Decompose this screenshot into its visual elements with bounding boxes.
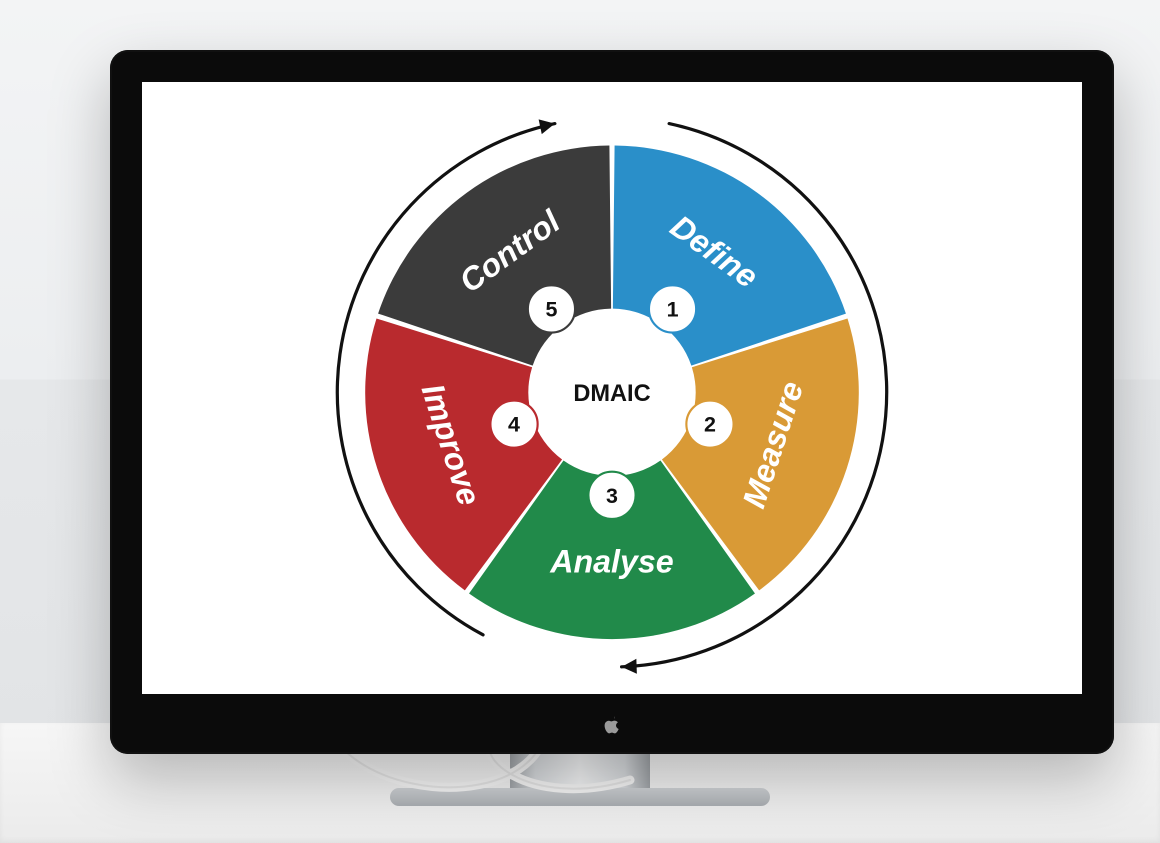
number-label-5: 5 bbox=[545, 297, 557, 321]
apple-logo-icon bbox=[601, 714, 623, 736]
segment-label-analyse: Analyse bbox=[549, 543, 673, 579]
number-label-1: 1 bbox=[667, 297, 679, 321]
center-label: DMAIC bbox=[573, 381, 650, 407]
monitor-stand-base bbox=[390, 788, 770, 806]
number-label-2: 2 bbox=[704, 413, 716, 437]
cycle-arrowhead bbox=[539, 119, 555, 134]
monitor-frame: DMAIC1Define2Measure3Analyse4Improve5Con… bbox=[110, 50, 1114, 754]
cycle-arrowhead bbox=[622, 659, 637, 674]
screen-content: DMAIC1Define2Measure3Analyse4Improve5Con… bbox=[142, 82, 1082, 694]
dmaic-wheel-diagram: DMAIC1Define2Measure3Analyse4Improve5Con… bbox=[142, 82, 1082, 694]
number-label-3: 3 bbox=[606, 484, 618, 508]
number-label-4: 4 bbox=[508, 413, 520, 437]
